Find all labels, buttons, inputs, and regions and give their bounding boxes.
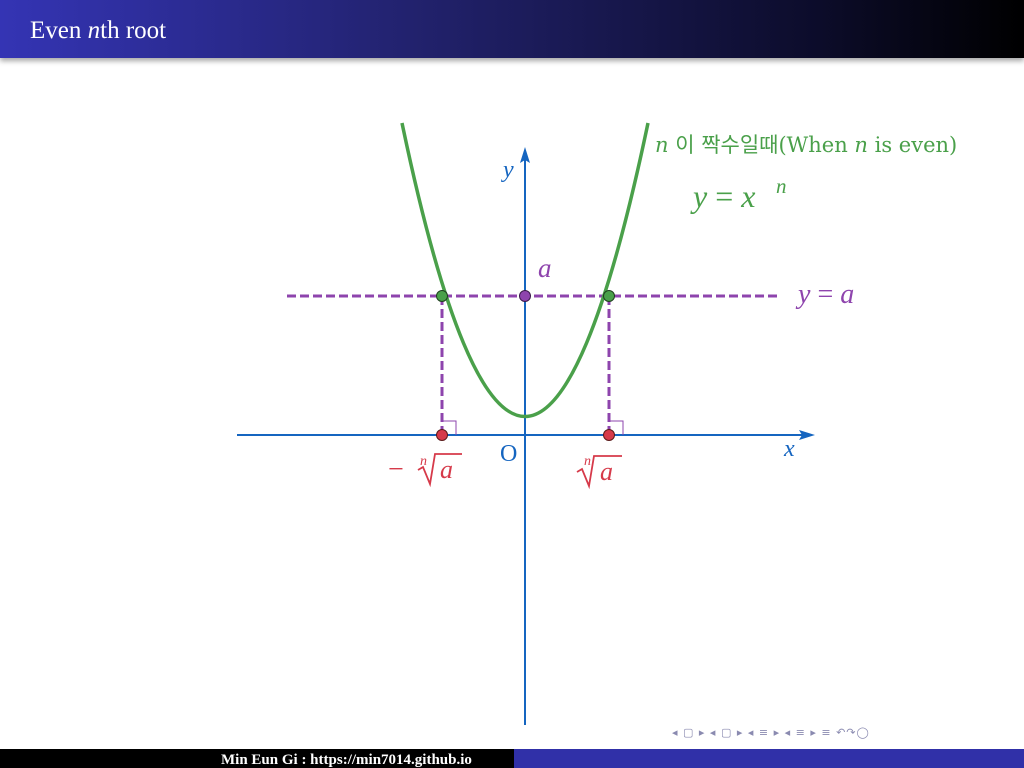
right-angle-mark-left: [442, 420, 457, 435]
slide-title-prefix: Even: [30, 17, 88, 44]
negative-root-minus: −: [388, 454, 404, 485]
curve-equation-label: y = x: [690, 178, 755, 214]
slide-title-italic: n: [87, 17, 101, 44]
root-point-positive: [603, 429, 615, 441]
slide-title-suffix: th root: [100, 17, 167, 44]
slide-title: Even nth root: [30, 17, 166, 45]
beamer-navigation-bar[interactable]: ◂ ▢ ▸ ◂ ▢ ▸ ◂ ≡ ▸ ◂ ≡ ▸ ≡ ↶↷◯: [672, 726, 870, 739]
positive-root-radicand: a: [600, 457, 613, 486]
x-axis-label: x: [783, 436, 795, 462]
right-angle-mark-right: [609, 420, 624, 435]
line-equation-label: y = a: [795, 279, 854, 310]
curve-equation-exponent: n: [776, 174, 787, 198]
point-a-on-y-axis: [519, 290, 531, 302]
curve-y-equals-x-n: [400, 122, 650, 419]
x-axis-arrow: [799, 430, 815, 440]
point-a-label: a: [538, 253, 552, 283]
footer-left-panel: Min Eun Gi : https://min7014.github.io: [0, 749, 514, 768]
curve-description-label: n 이 짝수일때(When n is even): [655, 133, 957, 157]
y-axis-arrow: [520, 147, 530, 163]
positive-root-index: n: [584, 454, 591, 469]
negative-root-radical-sign: [417, 453, 462, 488]
y-axis-label: y: [501, 157, 514, 183]
negative-root-radicand: a: [440, 455, 453, 484]
root-point-negative: [436, 429, 448, 441]
intersection-point-right: [603, 290, 615, 302]
footer-author: Min Eun Gi : https://min7014.github.io: [221, 752, 472, 768]
footer: Min Eun Gi : https://min7014.github.io: [0, 749, 1024, 768]
footer-right-panel: [514, 749, 1024, 768]
intersection-point-left: [436, 290, 448, 302]
title-bar: Even nth root: [0, 0, 1024, 58]
positive-root-radical-sign: [576, 455, 622, 490]
negative-root-label: − n a: [388, 453, 462, 488]
negative-root-index: n: [420, 454, 427, 469]
origin-label: O: [500, 441, 517, 467]
positive-root-label: n a: [576, 454, 622, 490]
